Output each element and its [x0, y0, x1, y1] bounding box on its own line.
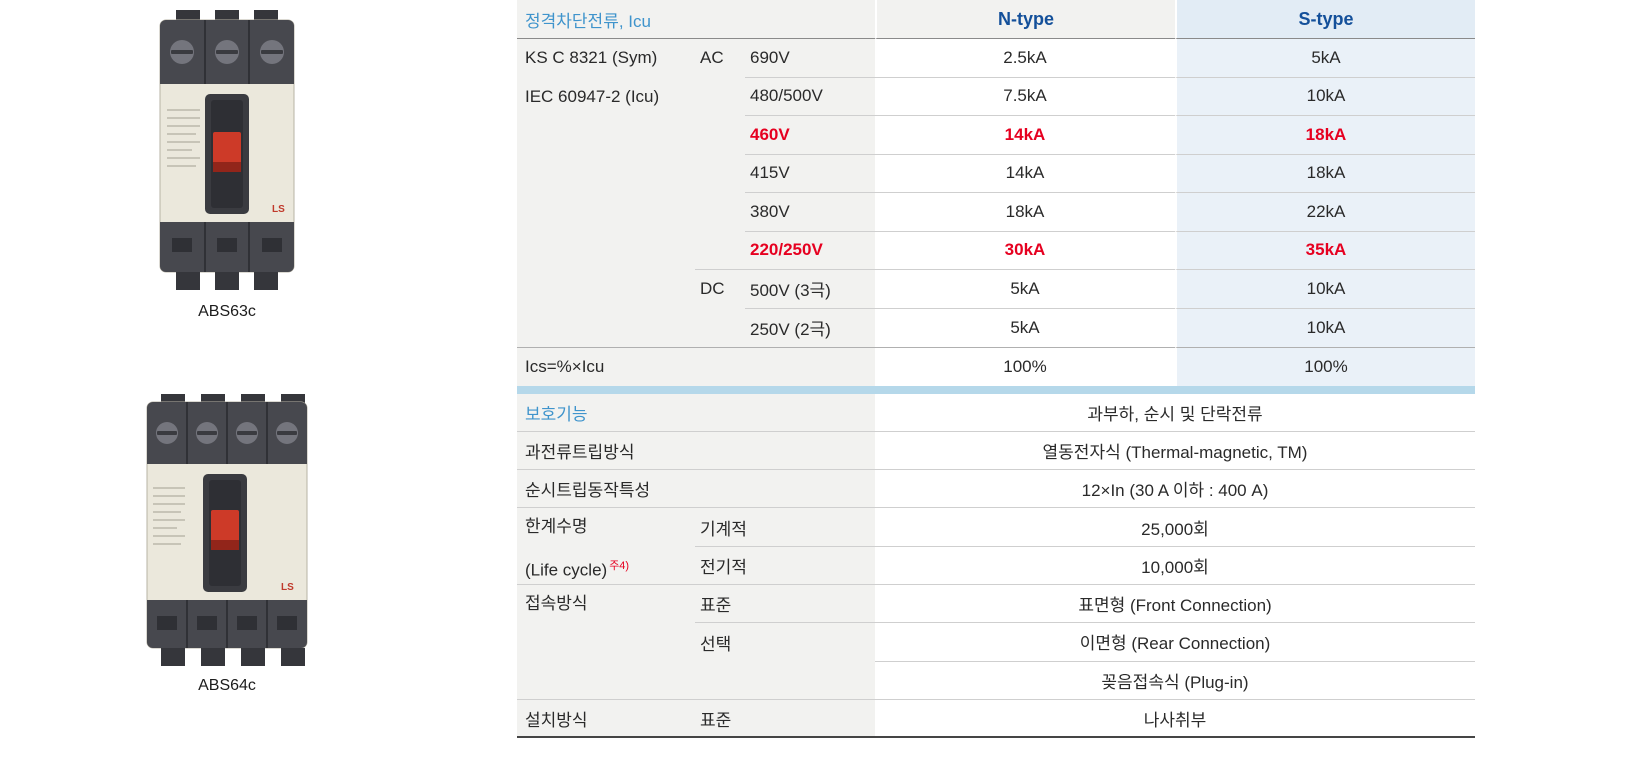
mounting-standard-label: 표준 [695, 699, 875, 739]
specification-panel: 정격차단전류, Icu N-type S-type KS C 8321 (Sym… [517, 0, 1475, 739]
connection-standard-label: 표준 [695, 584, 875, 624]
stype-value: 10kA [1175, 77, 1475, 116]
ntype-value: 14kA [875, 116, 1175, 155]
connection-optional-label: 선택 [695, 623, 875, 662]
voltage-cell: 380V [745, 193, 875, 232]
stype-value: 10kA [1175, 308, 1475, 347]
mechanical-label: 기계적 [695, 508, 875, 547]
life-cycle-label-cell: 한계수명 (Life cycle) 주4) [517, 508, 695, 585]
electrical-label: 전기적 [695, 546, 875, 585]
voltage-cell: 250V (2극) [745, 308, 875, 347]
life-cycle-label-en: (Life cycle) 주4) [525, 559, 630, 580]
voltage-cell: 500V (3극) [745, 270, 875, 309]
connection-label: 접속방식 [517, 584, 695, 700]
ntype-value: 2.5kA [875, 39, 1175, 78]
ics-stype-value: 100% [1175, 347, 1475, 386]
electrical-value: 10,000회 [875, 547, 1475, 585]
stype-value: 10kA [1175, 270, 1475, 309]
product-label-abs63c: ABS63c [198, 303, 256, 320]
standards-cell: KS C 8321 (Sym) IEC 60947-2 (Icu) [517, 39, 695, 347]
stype-value: 35kA [1175, 231, 1475, 270]
stype-value: 22kA [1175, 193, 1475, 232]
voltage-cell: 460V [745, 116, 875, 155]
dc-group-label: DC [695, 270, 745, 347]
life-cycle-label: 한계수명 [525, 517, 588, 537]
connection-standard-value: 표면형 (Front Connection) [875, 585, 1475, 624]
voltage-cell: 480/500V [745, 77, 875, 116]
product-label-abs64c: ABS64c [198, 677, 256, 694]
ls-logo: LS [281, 582, 294, 593]
ntype-value: 7.5kA [875, 78, 1175, 116]
ntype-value: 14kA [875, 155, 1175, 193]
features-table: 보호기능 과부하, 순시 및 단락전류 과전류트립방식 열동전자식 (Therm… [517, 393, 1475, 739]
section-divider-bar [517, 385, 1475, 394]
stype-value: 18kA [1175, 116, 1475, 155]
ics-ntype-value: 100% [875, 347, 1175, 386]
protection-value: 과부하, 순시 및 단락전류 [875, 394, 1475, 432]
connection-optional-value: 이면형 (Rear Connection) [875, 623, 1475, 662]
product-photo-abs64c: LS ABS64c [139, 390, 315, 695]
standard-ks: KS C 8321 (Sym) [525, 48, 658, 67]
connection-empty-cell [695, 661, 875, 700]
stype-value: 5kA [1175, 39, 1475, 78]
ntype-value: 18kA [875, 193, 1175, 232]
ac-group-label: AC [695, 39, 745, 270]
protection-label: 보호기능 [525, 404, 588, 424]
trip-method-label: 과전류트립방식 [517, 431, 875, 471]
footnote-marker: 주4) [609, 559, 630, 572]
stype-value: 18kA [1175, 154, 1475, 193]
product-photo-abs63c: LS ABS63c [152, 6, 302, 321]
spec-title-cell: 정격차단전류, Icu [517, 0, 875, 39]
voltage-cell: 220/250V [745, 231, 875, 270]
instant-trip-value: 12×In (30 A 이하 : 400 A) [875, 470, 1475, 509]
protection-label-cell: 보호기능 [517, 393, 875, 432]
breaker-4pole-image: LS [146, 394, 308, 666]
spec-title: 정격차단전류, Icu [525, 11, 651, 31]
breaker-3pole-image: LS [159, 10, 295, 290]
connection-plugin-value: 꽂음접속식 (Plug-in) [875, 662, 1475, 700]
instant-trip-label: 순시트립동작특성 [517, 470, 875, 509]
ntype-value: 5kA [1010, 317, 1040, 337]
mechanical-value: 25,000회 [875, 508, 1475, 547]
voltage-cell: 415V [745, 154, 875, 193]
ls-logo: LS [272, 204, 285, 215]
trip-method-value: 열동전자식 (Thermal-magnetic, TM) [875, 432, 1475, 471]
ntype-value: 5kA [875, 270, 1175, 309]
rated-breaking-capacity-table: 정격차단전류, Icu N-type S-type KS C 8321 (Sym… [517, 0, 1475, 386]
mounting-standard-value: 나사취부 [875, 700, 1475, 739]
stype-column-header: S-type [1175, 0, 1475, 39]
ics-label: Ics=%×Icu [517, 347, 875, 386]
ntype-value: 30kA [875, 232, 1175, 270]
ntype-column-header: N-type [875, 0, 1175, 39]
standard-iec: IEC 60947-2 (Icu) [525, 86, 660, 106]
mounting-label: 설치방식 [517, 699, 695, 739]
voltage-cell: 690V [745, 39, 875, 78]
